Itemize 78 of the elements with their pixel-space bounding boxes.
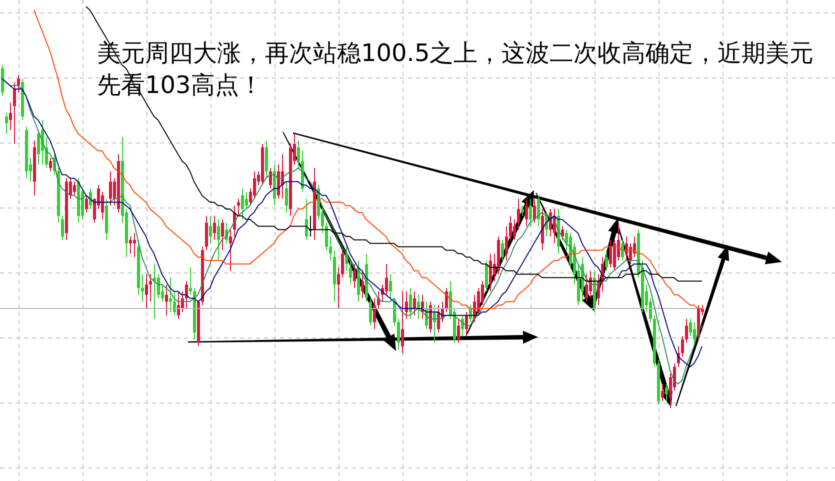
candlestick: [413, 290, 416, 316]
candlestick: [369, 298, 372, 326]
candlestick: [217, 218, 220, 262]
candlestick: [517, 198, 520, 230]
candlestick: [85, 194, 88, 213]
candlestick: [9, 102, 12, 131]
candlestick: [681, 335, 684, 358]
candlestick: [165, 284, 168, 316]
candlestick: [209, 215, 212, 244]
candlestick: [221, 218, 224, 251]
candlestick: [525, 198, 528, 227]
candlestick: [373, 298, 376, 330]
candlestick: [305, 198, 308, 240]
candlestick: [457, 318, 460, 344]
candlestick: [401, 290, 404, 354]
candlestick: [37, 130, 40, 165]
candlestick: [405, 290, 408, 320]
candlestick: [501, 239, 504, 262]
candlestick: [329, 236, 332, 262]
candlestick: [13, 82, 16, 144]
candlestick: [325, 222, 328, 251]
candlestick: [349, 260, 352, 286]
candlestick: [285, 181, 288, 213]
candlestick: [177, 290, 180, 320]
candlestick: [477, 287, 480, 316]
candlestick: [605, 250, 608, 272]
candlestick: [101, 191, 104, 220]
candlestick: [397, 318, 400, 350]
candlestick: [685, 318, 688, 344]
candlestick: [509, 215, 512, 240]
candlestick: [245, 191, 248, 210]
candlestick: [173, 290, 176, 316]
candlestick: [237, 198, 240, 216]
candlestick: [129, 236, 132, 254]
candlestick: [213, 215, 216, 240]
candlestick: [533, 198, 536, 224]
candlestick: [665, 383, 668, 402]
candlestick: [253, 170, 256, 200]
candlestick: [505, 226, 508, 262]
candlestick: [169, 277, 172, 312]
candlestick: [361, 270, 364, 299]
candlestick: [17, 74, 20, 93]
candlestick: [337, 266, 340, 310]
candlestick: [689, 318, 692, 336]
candlestick: [297, 140, 300, 168]
candlestick: [153, 263, 156, 320]
candlestick: [141, 274, 144, 302]
candlestick: [585, 274, 588, 302]
candlestick: [185, 280, 188, 310]
candlestick: [385, 263, 388, 296]
candlestick: [513, 218, 516, 240]
candlestick: [353, 263, 356, 288]
candlestick: [393, 298, 396, 326]
candlestick: [157, 274, 160, 299]
candlestick: [417, 294, 420, 320]
candlestick: [529, 198, 532, 227]
candlestick: [5, 112, 8, 134]
candlestick: [241, 188, 244, 220]
candlestick: [693, 322, 696, 344]
candlestick: [145, 274, 148, 310]
candlestick: [389, 274, 392, 299]
candlestick: [189, 266, 192, 296]
candlestick: [521, 205, 524, 216]
candlestick: [229, 229, 232, 272]
candlestick: [73, 181, 76, 196]
candlestick: [341, 250, 344, 278]
candlestick: [269, 167, 272, 189]
candlestick: [409, 287, 412, 320]
candlestick: [621, 239, 624, 262]
candlestick: [149, 274, 152, 302]
candlestick: [537, 194, 540, 227]
candlestick: [49, 157, 52, 172]
candlestick: [133, 232, 136, 258]
candlestick: [661, 383, 664, 402]
candlestick: [561, 226, 564, 240]
candlestick: [109, 170, 112, 206]
candlestick: [609, 239, 612, 268]
candlestick: [61, 215, 64, 240]
